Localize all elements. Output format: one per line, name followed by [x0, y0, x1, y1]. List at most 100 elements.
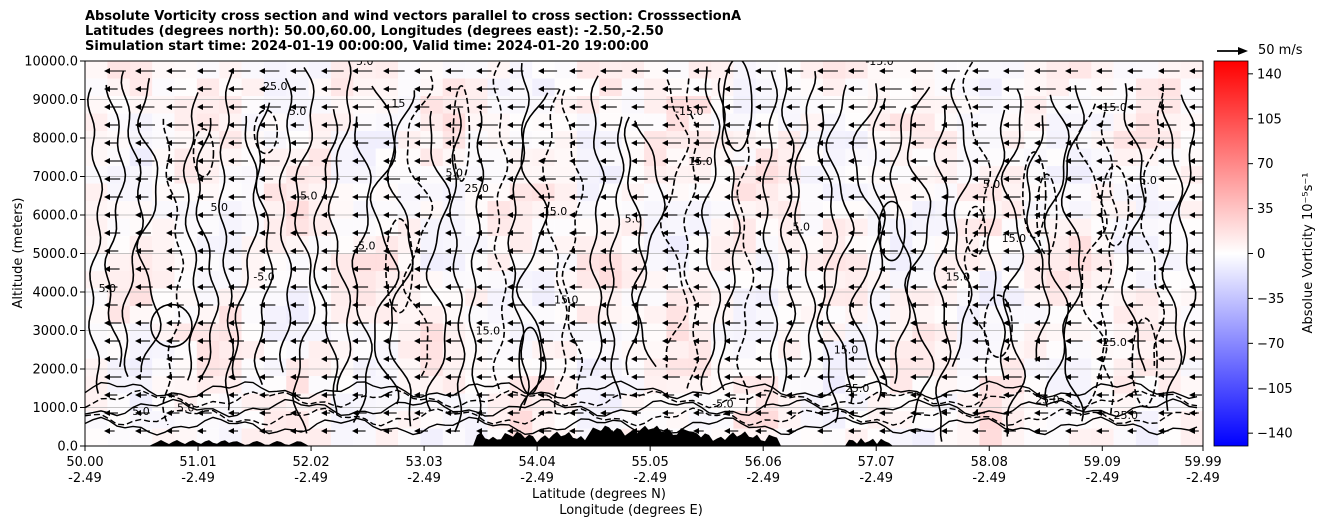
contour-label: 5.0	[177, 401, 195, 414]
vorticity-cell	[85, 358, 108, 377]
y-tick-label: 0.0	[57, 440, 78, 455]
vorticity-cell	[599, 78, 623, 97]
wind-vector-head	[879, 266, 885, 272]
wind-vector-head	[910, 338, 916, 344]
vorticity-cell	[1046, 306, 1070, 324]
wind-vector-head	[166, 86, 172, 92]
contour-line	[1075, 103, 1108, 417]
wind-vector-head	[569, 392, 575, 398]
wind-vector-head	[104, 68, 110, 74]
wind-vector-head	[724, 356, 730, 362]
vorticity-cell	[241, 323, 265, 342]
vorticity-cell	[442, 306, 466, 324]
vorticity-cell	[800, 288, 824, 307]
contour-line	[700, 66, 722, 391]
vorticity-cell	[219, 78, 243, 97]
wind-vector-head	[259, 194, 265, 200]
wind-vector-head	[538, 140, 544, 146]
vorticity-cell	[1068, 341, 1092, 359]
vorticity-cell	[174, 201, 198, 219]
vorticity-cell	[442, 288, 466, 307]
wind-vector-head	[1065, 248, 1071, 254]
contour-label: 5.0	[792, 220, 810, 233]
wind-vector-head	[104, 104, 110, 110]
wind-vector-head	[507, 302, 513, 308]
vorticity-cell	[353, 96, 377, 114]
vorticity-cell	[465, 411, 488, 429]
vorticity-cell	[822, 428, 846, 446]
wind-vector-head	[848, 158, 854, 164]
wind-vector-head	[1065, 338, 1071, 344]
wind-vector-head	[1096, 302, 1102, 308]
vorticity-cell	[375, 428, 399, 446]
wind-vector-head	[941, 320, 947, 326]
vorticity-cell	[330, 411, 354, 429]
contour-line	[253, 102, 274, 385]
vorticity-cell	[465, 376, 488, 394]
vorticity-cell	[1180, 341, 1203, 359]
wind-vector-head	[786, 428, 792, 434]
wind-vector-head	[414, 302, 420, 308]
wind-vector-head	[724, 122, 730, 128]
contour-line	[1140, 83, 1166, 366]
wind-vector-head	[166, 338, 172, 344]
colorbar-tick-label: −105	[1257, 382, 1293, 397]
vorticity-cell	[1068, 323, 1092, 342]
vorticity-cell	[576, 236, 600, 254]
wind-vector-head	[662, 158, 668, 164]
vorticity-cell	[107, 78, 131, 97]
vorticity-cell	[800, 96, 824, 114]
wind-vector-head	[600, 122, 606, 128]
wind-vector-head	[228, 212, 234, 218]
contour-line	[104, 84, 127, 368]
terrain-profile	[85, 425, 1203, 446]
vorticity-cell	[800, 183, 824, 202]
wind-vector-head	[135, 248, 141, 254]
vorticity-cell	[621, 113, 645, 132]
wind-vector-head	[941, 374, 947, 380]
vorticity-cell	[666, 166, 690, 184]
wind-vector-head	[259, 212, 265, 218]
wind-vector-head	[1034, 428, 1040, 434]
vorticity-cell	[800, 78, 824, 97]
vorticity-cell	[420, 358, 444, 377]
vorticity-cell	[1180, 166, 1203, 184]
x-tick-label-longitude: -2.49	[407, 471, 441, 486]
wind-vector-head	[414, 320, 420, 326]
x-tick-label-longitude: -2.49	[181, 471, 215, 486]
vorticity-cell	[442, 341, 466, 359]
wind-vector-head	[352, 392, 358, 398]
wind-vector-head	[848, 356, 854, 362]
wind-vector-head	[600, 320, 606, 326]
vorticity-cell	[398, 148, 421, 167]
wind-vector-head	[972, 356, 978, 362]
vorticity-cell	[644, 253, 667, 272]
vorticity-cell	[375, 113, 399, 132]
wind-vector-head	[228, 158, 234, 164]
vorticity-cell	[733, 96, 757, 114]
vorticity-cell	[465, 61, 488, 79]
wind-vector-head	[507, 104, 513, 110]
vorticity-cell	[398, 323, 421, 342]
wind-vector-head	[600, 392, 606, 398]
vorticity-cell	[957, 323, 980, 342]
vorticity-cell	[867, 288, 891, 307]
y-tick-label: 1000.0	[33, 401, 79, 416]
vorticity-cell	[733, 341, 757, 359]
wind-vector-head	[197, 140, 203, 146]
vorticity-cell	[353, 288, 377, 307]
vorticity-cell	[532, 306, 556, 324]
contour-line	[762, 71, 779, 408]
contour-label: 5.0	[356, 55, 374, 68]
vorticity-cell	[375, 271, 399, 289]
wind-vector-head	[972, 212, 978, 218]
vorticity-cell	[420, 183, 444, 202]
wind-vector-head	[197, 356, 203, 362]
vorticity-cell	[576, 96, 600, 114]
wind-vector-head	[724, 68, 730, 74]
wind-vector-head	[290, 284, 296, 290]
vorticity-cell	[152, 376, 175, 394]
wind-vector-head	[569, 212, 575, 218]
wind-vector-head	[1158, 194, 1164, 200]
